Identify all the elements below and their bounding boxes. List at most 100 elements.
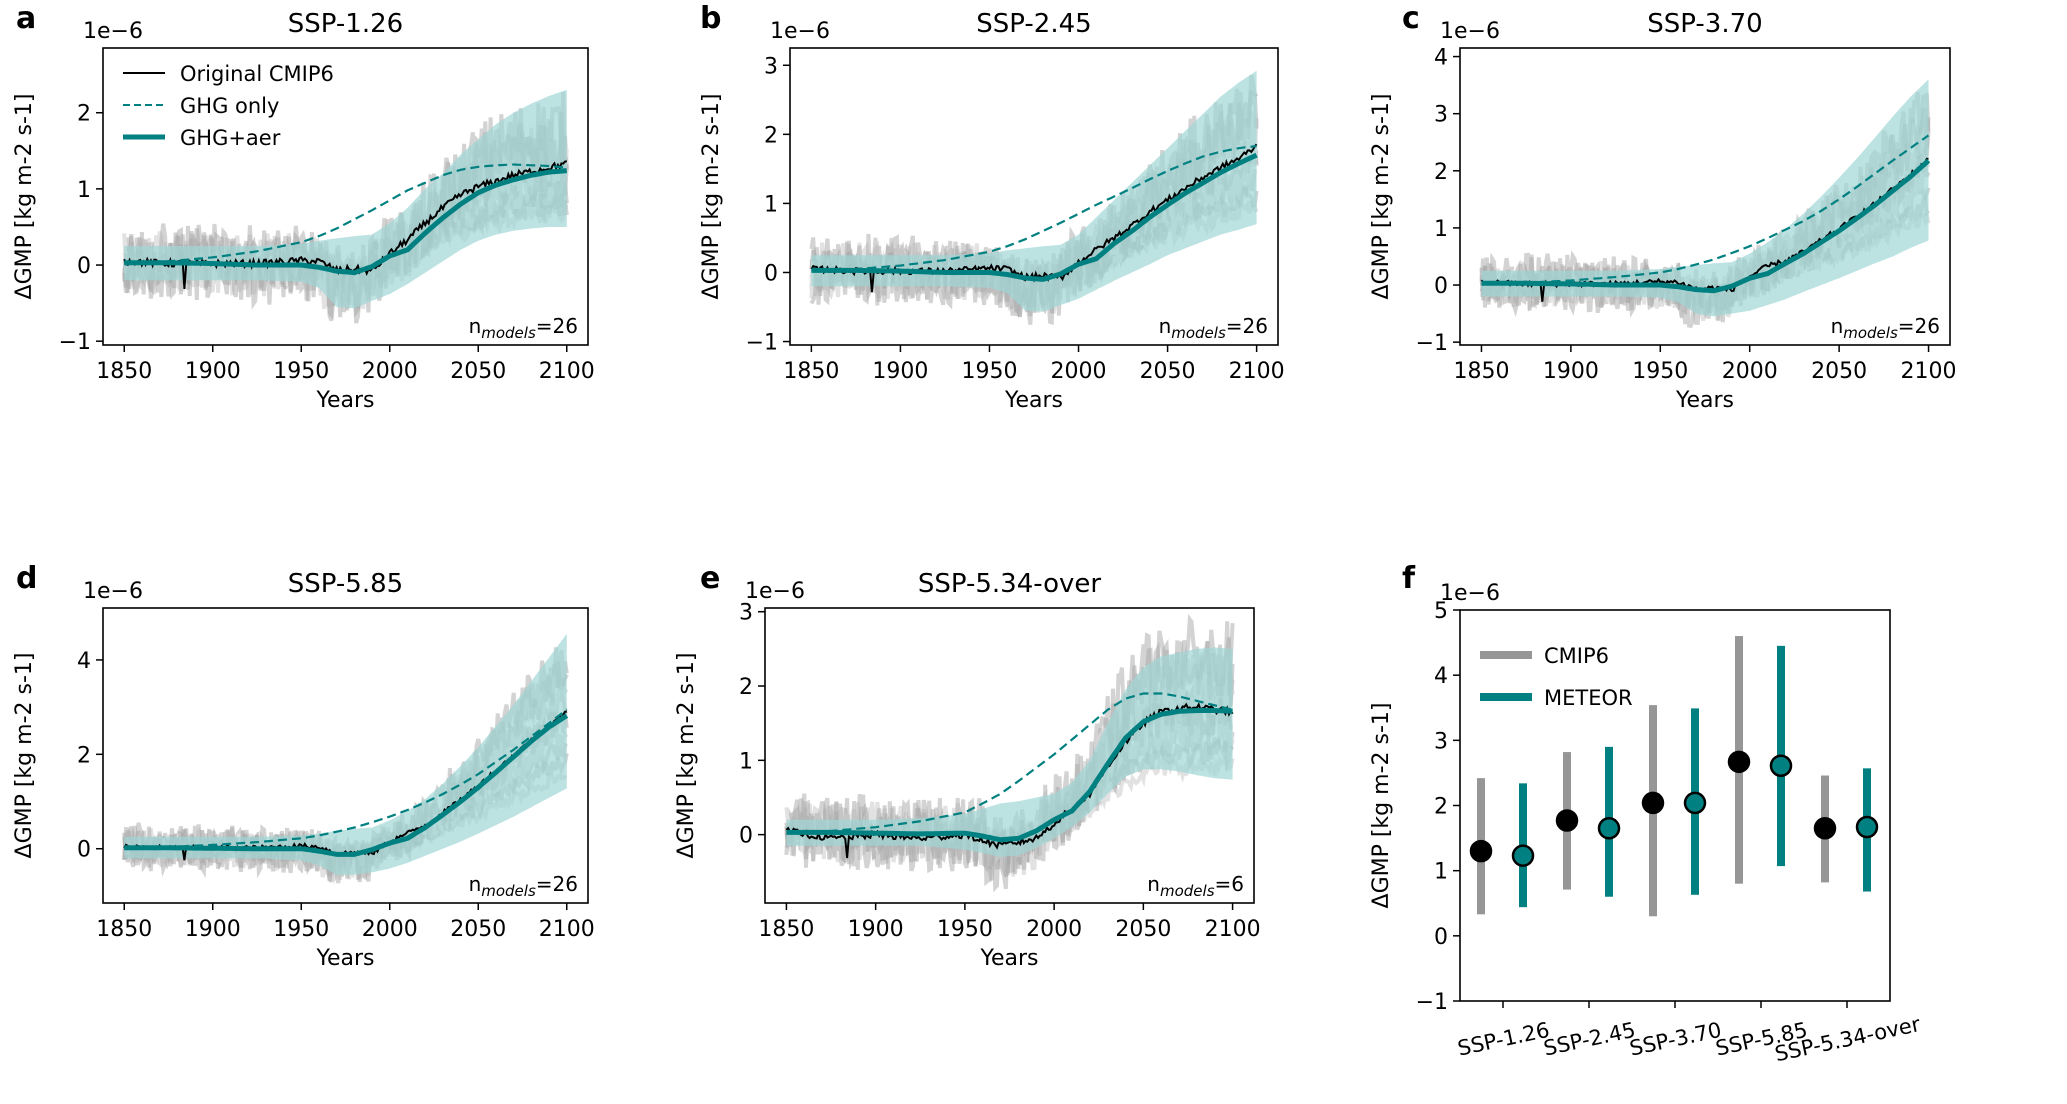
ghg-aer-uncertainty-band xyxy=(786,647,1233,857)
y-tick-label: 2 xyxy=(77,743,91,768)
ghg-aer-uncertainty-band xyxy=(124,89,567,309)
ghg-aer-line xyxy=(124,713,569,857)
panel-letter: d xyxy=(16,561,37,596)
y-tick-label: 1 xyxy=(739,749,753,774)
x-tick-label: 2000 xyxy=(362,359,418,384)
y-tick-label: 3 xyxy=(1434,103,1448,128)
x-axis-label: Years xyxy=(315,388,374,413)
n-models-subscript: models xyxy=(1171,324,1226,342)
x-tick-label: 1900 xyxy=(848,917,904,942)
offset-text: 1e−6 xyxy=(83,579,143,604)
x-tick-label: SSP-3.70 xyxy=(1627,1018,1723,1061)
cmip6-model-line xyxy=(784,613,1235,893)
x-tick-label: SSP-1.26 xyxy=(1455,1018,1551,1061)
panel-title: SSP-2.45 xyxy=(976,9,1091,39)
legend-label: GHG only xyxy=(180,94,279,118)
y-tick-label: 2 xyxy=(739,675,753,700)
cmip6-median-point xyxy=(1555,809,1579,832)
n-models-n: n xyxy=(1147,872,1160,896)
x-axis-label: Years xyxy=(315,946,374,971)
ghg-aer-line xyxy=(811,152,1258,282)
y-axis-label: ΔGMP [kg m-2 s-1] xyxy=(699,94,724,300)
n-models-annotation: nmodels=26 xyxy=(1831,314,1940,342)
n-models-value: =26 xyxy=(1226,314,1268,338)
x-axis-label: Years xyxy=(979,946,1038,971)
legend-label: Original CMIP6 xyxy=(180,62,334,86)
y-axis-label: ΔGMP [kg m-2 s-1] xyxy=(674,653,699,859)
y-tick-label: −1 xyxy=(746,331,778,356)
x-axis-label: Years xyxy=(1675,388,1734,413)
panel-letter: c xyxy=(1402,1,1420,36)
ghg-only-line xyxy=(811,145,1257,272)
n-models-annotation: nmodels=26 xyxy=(469,314,578,342)
x-tick-label: 2100 xyxy=(539,917,595,942)
ghg-only-line xyxy=(124,708,568,849)
axes-frame xyxy=(764,607,1255,904)
n-models-n: n xyxy=(1159,314,1172,338)
legend: CMIP6 METEOR xyxy=(1480,644,1633,710)
y-tick-label: 3 xyxy=(764,54,778,79)
axes-frame xyxy=(789,47,1279,346)
x-tick-label: 2050 xyxy=(450,917,506,942)
plot-area xyxy=(122,89,569,324)
x-tick-label: 1950 xyxy=(961,359,1017,384)
cmip6-median-point xyxy=(1727,750,1751,774)
offset-text: 1e−6 xyxy=(745,579,805,604)
plot-area xyxy=(122,634,569,885)
ghg-aer-uncertainty-band xyxy=(124,634,567,875)
x-tick-label: 2100 xyxy=(1205,917,1261,942)
y-tick-label: −1 xyxy=(1416,990,1448,1015)
n-models-annotation: nmodels=26 xyxy=(469,872,578,900)
n-models-n: n xyxy=(1831,314,1844,338)
ghg-aer-uncertainty-band xyxy=(811,70,1257,312)
panel-e: e SSP-5.34-over 1e−6 ΔGMP [kg m-2 s-1] 0 1 2 3 1… xyxy=(674,561,1261,971)
y-tick-label: 0 xyxy=(764,261,778,286)
offset-text: 1e−6 xyxy=(83,19,143,44)
n-models-value: =26 xyxy=(536,314,578,338)
x-tick-label: 1900 xyxy=(185,359,241,384)
x-tick-label: 1850 xyxy=(96,917,152,942)
x-tick-label: 1950 xyxy=(273,917,329,942)
meteor-median-point xyxy=(1683,791,1707,815)
ghg-aer-uncertainty-band xyxy=(1481,79,1929,317)
ghg-aer-line xyxy=(786,708,1233,843)
panel-letter: b xyxy=(700,1,721,36)
y-tick-label: 5 xyxy=(1434,599,1448,624)
panel-letter: a xyxy=(16,1,36,36)
y-tick-label: 1 xyxy=(1434,217,1448,242)
x-tick-label: 2000 xyxy=(1026,917,1082,942)
panel-letter: f xyxy=(1402,561,1416,596)
x-tick-label: 1900 xyxy=(1543,359,1599,384)
y-axis-label: ΔGMP [kg m-2 s-1] xyxy=(12,94,37,300)
plot-area xyxy=(809,70,1259,326)
x-tick-label: 1850 xyxy=(783,359,839,384)
ghg-only-line xyxy=(124,163,567,264)
plot-area xyxy=(784,613,1235,893)
y-tick-label: −1 xyxy=(59,330,91,355)
x-tick-label: SSP-2.45 xyxy=(1541,1018,1637,1061)
x-tick-label: 1900 xyxy=(185,917,241,942)
ghg-aer-line xyxy=(1481,158,1931,294)
cmip6-median-point xyxy=(1641,791,1665,815)
x-tick-label: 1950 xyxy=(1632,359,1688,384)
x-tick-label: 2050 xyxy=(1811,359,1867,384)
y-tick-label: 0 xyxy=(77,254,91,279)
x-axis-label: Years xyxy=(1004,388,1063,413)
y-axis-label: ΔGMP [kg m-2 s-1] xyxy=(1369,703,1394,909)
y-tick-label: 3 xyxy=(1434,729,1448,754)
x-tick-label: 1950 xyxy=(937,917,993,942)
x-tick-label: 2050 xyxy=(1140,359,1196,384)
n-models-subscript: models xyxy=(481,882,536,900)
y-tick-label: 4 xyxy=(1434,46,1448,71)
n-models-n: n xyxy=(469,872,482,896)
n-models-annotation: nmodels=26 xyxy=(1159,314,1268,342)
legend: Original CMIP6 GHG only GHG+aer xyxy=(123,62,334,150)
y-axis-label: ΔGMP [kg m-2 s-1] xyxy=(12,653,37,859)
n-models-value: =26 xyxy=(536,872,578,896)
x-tick-label: 2000 xyxy=(1051,359,1107,384)
meteor-median-point xyxy=(1511,844,1535,867)
x-tick-label: 2050 xyxy=(450,359,506,384)
panel-a: a SSP-1.26 1e−6 ΔGMP [kg m-2 s-1] −1 0 1 2 1850 1… xyxy=(12,1,595,413)
y-tick-label: 2 xyxy=(764,123,778,148)
